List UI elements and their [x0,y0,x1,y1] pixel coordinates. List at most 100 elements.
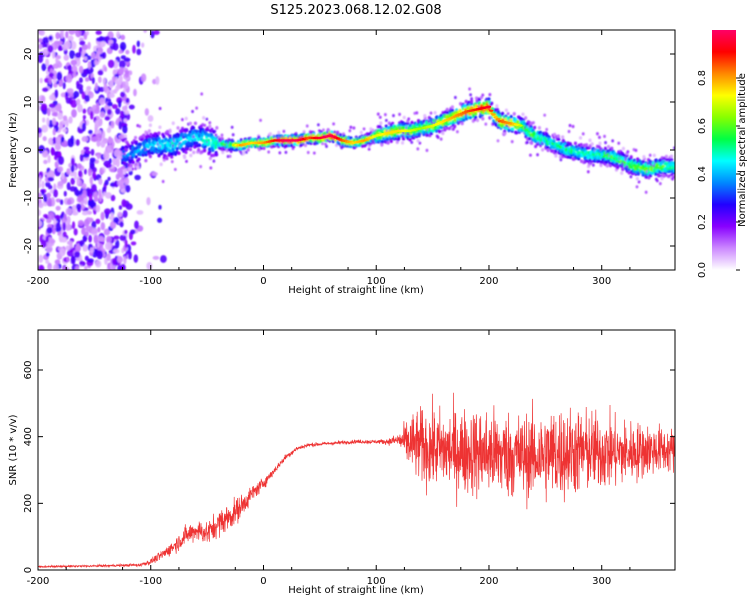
spectrogram-cell [45,259,50,264]
spectrogram-cell [183,155,187,160]
spectrogram-cell [38,202,44,209]
spectrogram-cell [175,146,179,151]
spectrogram-cell [591,163,595,167]
spectrogram-cell [458,102,463,106]
spectrogram-cell [604,141,607,145]
spectrogram-cell [365,132,369,136]
spectrogram-cell [91,184,97,193]
spectrogram-cell [62,82,66,90]
spectrogram-cell [62,222,66,231]
spectrogram-cell [664,154,669,159]
spectrogram-cell [206,142,211,146]
spectrogram-cell [99,53,105,58]
spectrogram-cell [146,197,151,206]
spectrogram-cell [400,141,405,145]
spectrogram-cell [554,154,558,158]
spectrogram-cell [124,105,128,111]
spectrogram-cell [88,129,93,135]
spectrogram-cell [107,101,113,107]
spectrogram-cell [47,197,53,207]
spectrogram-cell [386,141,390,145]
spectrogram-cell [200,92,204,96]
spectrogram-cell [108,136,112,145]
y-tick-label: -20 [23,238,34,254]
snr-y-ticks: 0 200 400 600 [23,360,675,573]
spectrogram-cell [635,185,639,189]
spectrogram-cell [67,35,74,42]
spectrogram-cell [436,135,440,139]
spectrogram-cell [64,223,72,232]
spectrogram-cell [214,133,218,137]
spectrogram-cell [389,139,393,144]
colorbar-tick-label: 0.8 [697,70,708,86]
spectrogram-cell [494,123,498,127]
spectrogram-cell [137,157,141,162]
spectrogram-cell [445,107,449,112]
spectrogram-cell [212,159,216,163]
spectrogram-cell [655,179,659,183]
spectrogram-cell [665,161,669,166]
spectrogram-cell [100,221,105,231]
spectrogram-cell [567,129,571,134]
spectrogram-cell [460,121,464,126]
spectrogram-cell [91,227,98,235]
spectrogram-cell [123,255,127,265]
spectrogram-cell [42,117,46,123]
spectrogram-cell [481,93,485,97]
spectrogram-cell [84,94,90,103]
spectrogram-cell [164,137,168,142]
spectrogram-cell [443,128,447,132]
spectrogram-cell [150,171,158,176]
spectrogram-cell [110,221,116,229]
spectrogram-cell [165,157,169,161]
spectrogram-cell [87,61,92,70]
spectrogram-x-axis-label: Height of straight line (km) [288,285,424,296]
spectrogram-cell [128,170,133,176]
spectrogram-cell [56,40,63,45]
spectrogram-cell [122,210,128,218]
spectrogram-cell [626,150,630,154]
spectrogram-cell [262,146,266,151]
spectrogram-cell [121,199,127,208]
spectrogram-cell [44,77,50,83]
spectrogram-cell [38,254,44,263]
x-tick-label: -100 [139,576,162,587]
spectrogram-cell [66,182,71,191]
spectrogram-cell [532,121,535,125]
spectrogram-cell [45,252,50,257]
spectrogram-cell [207,147,212,151]
spectrogram-cell [509,114,513,119]
spectrogram-cell [367,147,371,151]
spectrogram-cell [62,44,66,50]
spectrogram-cell [507,128,511,133]
spectrogram-peak [518,124,523,127]
spectrogram-cell [512,112,516,116]
spectrogram-cell [131,153,136,157]
spectrogram-cell [581,132,585,136]
y-tick-label: 10 [23,96,34,109]
spectrogram-cell [204,130,208,135]
spectrogram-cell [133,254,139,263]
spectrogram-cell [95,260,102,268]
spectrogram-cell [71,221,76,230]
spectrogram-cell [559,158,563,162]
spectrogram-cell [45,235,49,243]
spectrogram-cell [73,91,80,98]
spectrogram-cell [230,125,234,129]
spectrogram-cell [215,152,219,157]
spectrogram-cell [48,35,53,41]
spectrogram-cell [446,114,450,118]
spectrogram-cell [55,198,62,203]
spectrogram-cell [100,237,106,242]
spectrogram-cell [111,104,118,110]
spectrogram-cell [48,170,54,178]
spectrogram-cell [81,136,89,142]
spectrogram-cell [103,208,111,215]
spectrogram-cell [47,211,55,220]
spectrogram-cell [106,256,111,261]
spectrogram-cell [147,115,154,122]
spectrogram-cell [603,146,608,151]
spectrogram-cell [59,199,64,205]
spectrogram-cell [115,85,120,92]
